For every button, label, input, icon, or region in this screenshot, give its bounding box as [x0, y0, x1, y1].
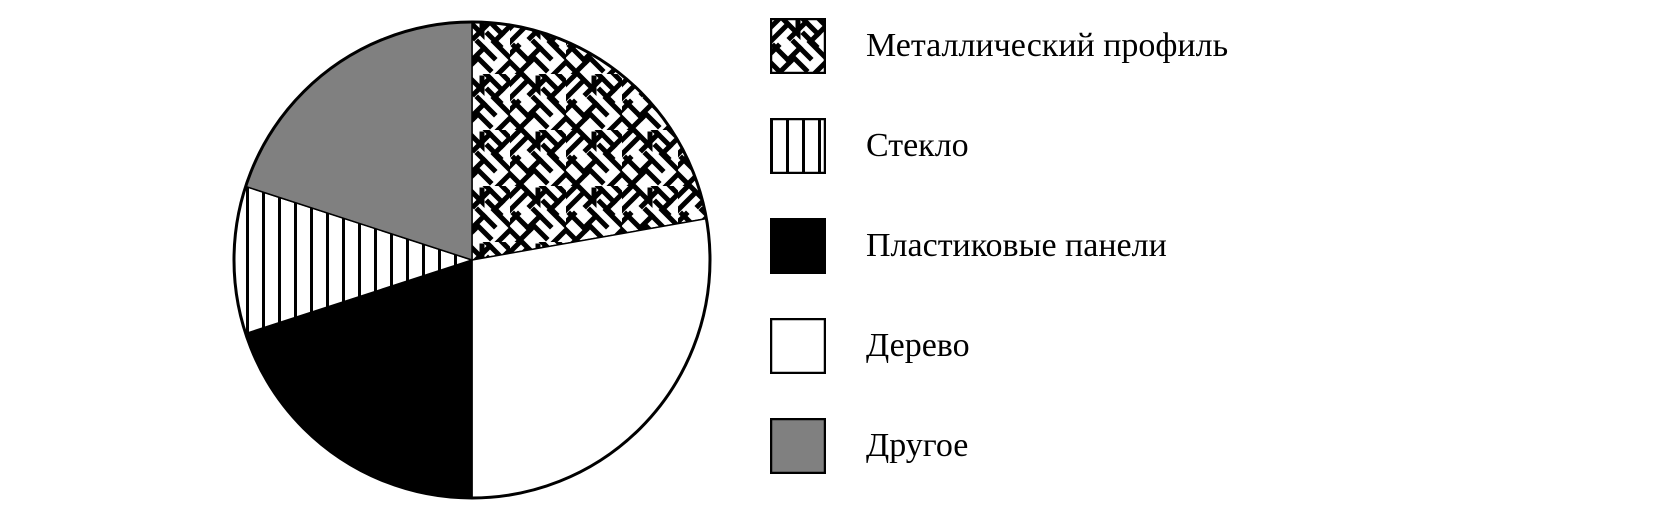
legend: Металлический профиль Стекло Пластиковые п… — [770, 18, 1228, 474]
pie-chart-svg — [230, 18, 714, 502]
legend-label: Металлический профиль — [866, 27, 1228, 65]
legend-item: Дерево — [770, 318, 1228, 374]
figure-container: Металлический профиль Стекло Пластиковые п… — [0, 0, 1679, 521]
legend-swatch — [770, 118, 826, 174]
legend-swatch — [770, 418, 826, 474]
pie-chart — [230, 18, 714, 502]
legend-swatch — [770, 218, 826, 274]
legend-item: Металлический профиль — [770, 18, 1228, 74]
legend-swatch — [770, 318, 826, 374]
legend-item: Другое — [770, 418, 1228, 474]
legend-label: Другое — [866, 427, 968, 465]
legend-label: Дерево — [866, 327, 970, 365]
pie-slice-wood — [472, 219, 710, 498]
legend-item: Пластиковые панели — [770, 218, 1228, 274]
legend-swatch — [770, 18, 826, 74]
legend-label: Стекло — [866, 127, 969, 165]
legend-label: Пластиковые панели — [866, 227, 1167, 265]
legend-item: Стекло — [770, 118, 1228, 174]
